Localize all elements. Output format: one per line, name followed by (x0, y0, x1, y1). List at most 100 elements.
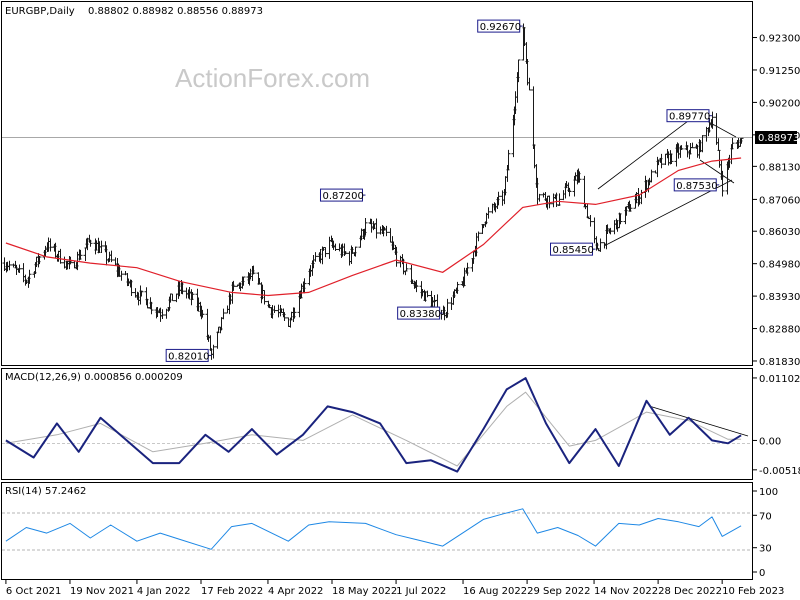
ohlc-bar (506, 149, 511, 171)
price-annotation: 0.87200 (319, 188, 366, 202)
rsi-tick-label: 0 (759, 568, 765, 579)
ohlc-bar (527, 77, 532, 91)
price-tick-label: 0.84980 (759, 260, 800, 271)
price-ohlc-values: 0.88802 0.88982 0.88556 0.88973 (88, 6, 263, 17)
price-annotation: 0.82010 (165, 348, 212, 362)
macd-lines (5, 377, 742, 473)
price-annotation: 0.89770 (666, 109, 712, 123)
macd-tick-label: -0.005182 (759, 466, 800, 477)
ohlc-bar (465, 262, 470, 276)
ohlc-bar (119, 270, 124, 281)
rsi-tick-label: 70 (759, 511, 772, 522)
ohlc-bar (516, 59, 521, 83)
ohlc-bar (180, 281, 185, 295)
ohlc-bar (17, 264, 22, 273)
price-tick-label: 0.86030 (759, 227, 800, 238)
macd-pane-title: MACD(12,26,9) 0.000856 0.000209 (5, 372, 183, 383)
current-price-tag: 0.88973 (755, 131, 799, 144)
annotation-label: 0.82010 (168, 351, 209, 362)
ohlc-bar (149, 301, 154, 315)
ohlc-bar (649, 169, 654, 183)
ohlc-bar (58, 248, 63, 264)
price-tick-label: 0.88130 (759, 162, 800, 173)
ohlc-bar (659, 153, 664, 169)
annotation-label: 0.85450 (553, 245, 594, 256)
time-tick-label: 17 Feb 2022 (201, 586, 263, 597)
macd-tick-label: 0.011023 (759, 374, 800, 385)
ohlc-bar (231, 280, 236, 291)
price-tick-label: 0.82880 (759, 325, 800, 336)
ohlc-bar (221, 308, 226, 320)
ohlc-bar (476, 231, 481, 242)
rsi-pane-title: RSI(14) 57.2462 (5, 486, 86, 497)
ohlc-bar (363, 217, 368, 236)
ohlc-bar (496, 191, 501, 206)
ohlc-bar (343, 251, 348, 255)
ohlc-bar (700, 135, 705, 153)
macd-pane (1, 368, 753, 480)
price-tick-label: 0.90200 (759, 98, 800, 109)
price-tick-label: 0.92300 (759, 34, 800, 45)
price-tick-label: 0.83930 (759, 292, 800, 303)
time-tick-label: 4 Jan 2022 (137, 586, 191, 597)
ohlc-bar (730, 137, 735, 150)
ohlc-bar (211, 344, 216, 359)
ohlc-bar (567, 187, 572, 197)
ohlc-bar (414, 279, 419, 293)
ohlc-bar (384, 225, 389, 237)
ohlc-bar (200, 309, 205, 318)
ohlc-bar (262, 289, 267, 305)
macd-line (5, 377, 742, 473)
time-tick-label: 14 Nov 2022 (594, 586, 658, 597)
current-price-label: 0.88973 (758, 133, 799, 144)
ohlc-bar (170, 293, 175, 302)
price-annotation: 0.92670 (477, 19, 523, 33)
ohlc-bar (37, 255, 42, 265)
ohlc-bar (27, 269, 32, 284)
price-pane (1, 1, 753, 366)
ohlc-bar (99, 240, 104, 253)
ohlc-bar (241, 276, 246, 286)
ohlc-bar (394, 246, 399, 267)
ohlc-bar (282, 312, 287, 321)
ohlc-bar (374, 218, 379, 239)
macd-divergence-line (648, 405, 749, 437)
ohlc-bar (109, 250, 114, 263)
annotation-label: 0.92670 (480, 22, 521, 33)
ohlc-bar (618, 213, 623, 225)
sma-line (5, 157, 742, 297)
ohlc-bar (323, 247, 328, 258)
ohlc-bar (251, 265, 256, 275)
annotation-label: 0.89770 (669, 112, 710, 123)
ohlc-bar (160, 309, 165, 319)
rsi-tick-label: 100 (759, 487, 778, 498)
ohlc-bar (557, 193, 562, 206)
ohlc-bar (690, 142, 695, 149)
price-annotations: 0.82010 0.87200 0.83380 0.92670 0.85450 0.897… (165, 19, 720, 362)
price-pane-title: EURGBP,Daily (5, 6, 75, 17)
time-tick-label: 18 May 2022 (332, 586, 397, 597)
price-tick-label: 0.91250 (759, 66, 800, 77)
ohlc-bar (486, 207, 491, 219)
ohlc-bar (78, 249, 83, 260)
ohlc-bar (7, 260, 12, 271)
ohlc-bar (445, 298, 450, 318)
time-tick-label: 19 Nov 2021 (70, 586, 134, 597)
ohlc-bar (679, 145, 684, 150)
ohlc-bar (739, 137, 744, 144)
time-tick-label: 6 Oct 2021 (6, 586, 61, 597)
annotation-label: 0.87200 (322, 191, 363, 202)
time-tick-label: 10 Feb 2023 (722, 586, 784, 597)
ohlc-bar (425, 290, 430, 298)
price-annotation: 0.87530 (673, 178, 720, 192)
time-tick-label: 1 Jul 2022 (396, 586, 446, 597)
time-tick-label: 29 Sep 2022 (527, 586, 590, 597)
ohlc-bar (720, 170, 725, 197)
price-tick-label: 0.81830 (759, 357, 800, 368)
annotation-label: 0.83380 (400, 309, 441, 320)
ohlc-bar (455, 281, 460, 294)
sma-line-group (5, 157, 742, 297)
ohlc-bar (577, 171, 582, 183)
ohlc-bar (313, 252, 318, 262)
